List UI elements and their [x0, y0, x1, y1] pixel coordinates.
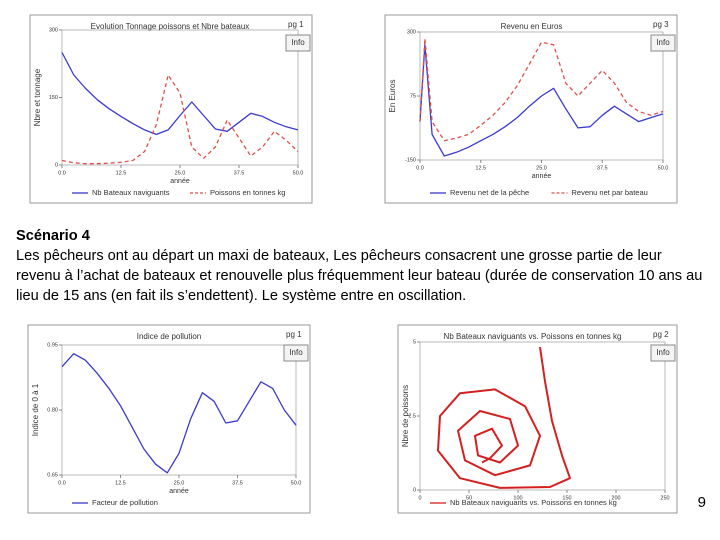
x-tick-label: 12.5 [475, 165, 486, 171]
x-tick-label: 150 [562, 495, 571, 501]
y-tick-label: 0.80 [47, 407, 58, 413]
y-axis-label: Nbre et tonnage [33, 68, 42, 126]
page-number: 9 [697, 494, 706, 511]
x-tick-label: 250 [660, 495, 669, 501]
y-axis-label: Indice de 0 à 1 [31, 383, 40, 436]
x-axis-label: année [532, 173, 552, 180]
x-tick-label: 50.0 [291, 480, 302, 486]
series-line [437, 346, 571, 489]
series-line [419, 44, 664, 157]
heading: Scénario 4 [16, 228, 90, 244]
y-axis-label: En Euros [388, 80, 397, 113]
chart-title: Revenu en Euros [501, 22, 563, 31]
x-tick-label: 0 [418, 495, 421, 501]
legend-label: Nb Bateaux naviguants vs. Poissons en to… [450, 498, 617, 507]
info-button[interactable] [285, 34, 311, 52]
plot-area [61, 344, 297, 476]
y-tick-label: 0.95 [47, 342, 58, 348]
info-button[interactable] [650, 344, 676, 362]
x-tick-label: 50 [466, 495, 472, 501]
x-tick-label: 37.5 [234, 170, 245, 176]
series-line [61, 353, 297, 474]
x-tick-label: 0.0 [58, 170, 66, 176]
legend-label: Nb Bateaux naviguants [92, 188, 170, 197]
info-button[interactable] [650, 34, 676, 52]
info-button-label[interactable]: Info [291, 38, 305, 47]
x-tick-label: 25.0 [175, 170, 186, 176]
x-tick-label: 12.5 [116, 170, 127, 176]
info-button-label[interactable]: Info [289, 348, 303, 357]
chart-title: Nb Bateaux naviguants vs. Poissons en to… [444, 332, 622, 341]
x-axis-label: année [169, 488, 189, 495]
x-tick-label: 25.0 [174, 480, 185, 486]
chart-title: Indice de pollution [137, 332, 202, 341]
paragraph: Les pêcheurs ont au départ un maxi de ba… [16, 248, 703, 304]
y-tick-label: 2.5 [408, 413, 416, 419]
y-tick-label: 0 [55, 162, 58, 168]
x-tick-label: 0.0 [58, 480, 66, 486]
y-tick-label: 0 [413, 487, 416, 493]
legend-label: Facteur de pollution [92, 498, 158, 507]
y-tick-label: 300 [407, 29, 416, 35]
x-tick-label: 200 [611, 495, 620, 501]
info-button[interactable] [283, 344, 309, 362]
x-tick-label: 100 [513, 495, 522, 501]
page-label: pg 1 [286, 330, 302, 339]
x-tick-label: 50.0 [293, 170, 304, 176]
x-tick-label: 37.5 [232, 480, 243, 486]
chart-title: Evolution Tonnage poissons et Nbre batea… [91, 22, 250, 31]
info-button-label[interactable]: Info [656, 38, 670, 47]
x-tick-label: 37.5 [597, 165, 608, 171]
y-tick-label: 150 [49, 95, 58, 101]
x-tick-label: 12.5 [115, 480, 126, 486]
y-tick-label: -150 [405, 157, 416, 163]
plot-area [61, 29, 299, 166]
page-label: pg 2 [653, 330, 669, 339]
page-label: pg 3 [653, 20, 669, 29]
page-label: pg 1 [288, 20, 304, 29]
legend-label: Revenu net de la pêche [450, 188, 529, 197]
info-button-label[interactable]: Info [656, 348, 670, 357]
y-tick-label: 5 [413, 339, 416, 345]
x-tick-label: 25.0 [536, 165, 547, 171]
y-tick-label: 300 [49, 27, 58, 33]
y-axis-label: Nbre de poissons [401, 385, 410, 447]
y-tick-label: 75 [410, 93, 416, 99]
x-axis-label: année [170, 178, 190, 185]
legend-label: Poissons en tonnes kg [210, 188, 285, 197]
series-line [61, 52, 299, 136]
x-tick-label: 50.0 [658, 165, 669, 171]
series-line [61, 74, 299, 165]
legend-label: Revenu net par bateau [572, 188, 648, 197]
text-block: Scénario 4 Les pêcheurs ont au départ un… [16, 226, 706, 306]
x-tick-label: 0.0 [416, 165, 424, 171]
y-tick-label: 0.65 [47, 472, 58, 478]
